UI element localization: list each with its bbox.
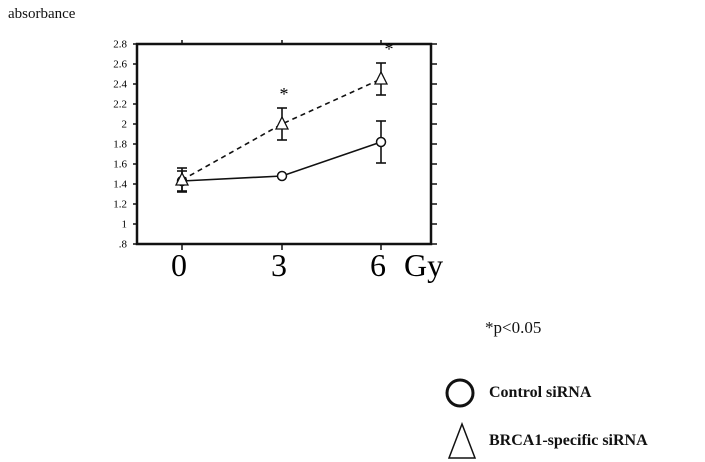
legend-item-brca1: BRCA1-specific siRNA: [445, 422, 648, 460]
y-tick-label: 1.8: [113, 139, 127, 151]
significance-asterisk: *: [280, 84, 289, 104]
legend-item-control: Control siRNA: [443, 377, 591, 409]
y-tick-label: .8: [119, 239, 128, 251]
y-tick-label: 2.8: [113, 39, 127, 51]
y-tick-label: 1: [122, 219, 128, 231]
x-axis-unit-label: Gy: [404, 247, 443, 283]
y-tick-label: 2: [122, 119, 128, 131]
data-point-circle: [375, 136, 387, 148]
y-axis-ticks: .8 1 1.2 1.4 1.6 1.8 2 2.2 2.4 2.6 2.8: [113, 39, 437, 251]
series-layer: **: [174, 39, 394, 193]
x-tick-label: 0: [171, 247, 187, 283]
legend-label-control: Control siRNA: [489, 384, 592, 401]
x-axis-ticks: 0 3 6: [171, 40, 386, 283]
plot-frame: [135, 42, 433, 246]
data-point-triangle: [373, 70, 389, 85]
y-tick-label: 1.2: [113, 199, 127, 211]
x-tick-label: 6: [370, 247, 386, 283]
significance-asterisk: *: [385, 39, 394, 59]
y-tick-label: 2.6: [113, 59, 127, 71]
series-line-1: [181, 78, 382, 181]
data-point-triangle: [174, 171, 190, 186]
circle-marker-icon: [445, 378, 475, 408]
y-tick-label: 2.2: [113, 99, 127, 111]
y-tick-label: 1.6: [113, 159, 127, 171]
y-tick-label: 2.4: [113, 79, 127, 91]
significance-note: *p<0.05: [485, 318, 542, 337]
x-tick-label: 3: [271, 247, 287, 283]
data-point-circle: [276, 170, 288, 182]
legend-label-brca1: BRCA1-specific siRNA: [489, 432, 648, 449]
triangle-marker-icon: [447, 422, 477, 459]
y-tick-label: 1.4: [113, 179, 127, 191]
data-point-triangle: [274, 115, 290, 130]
y-axis-label: absorbance: [8, 6, 76, 22]
